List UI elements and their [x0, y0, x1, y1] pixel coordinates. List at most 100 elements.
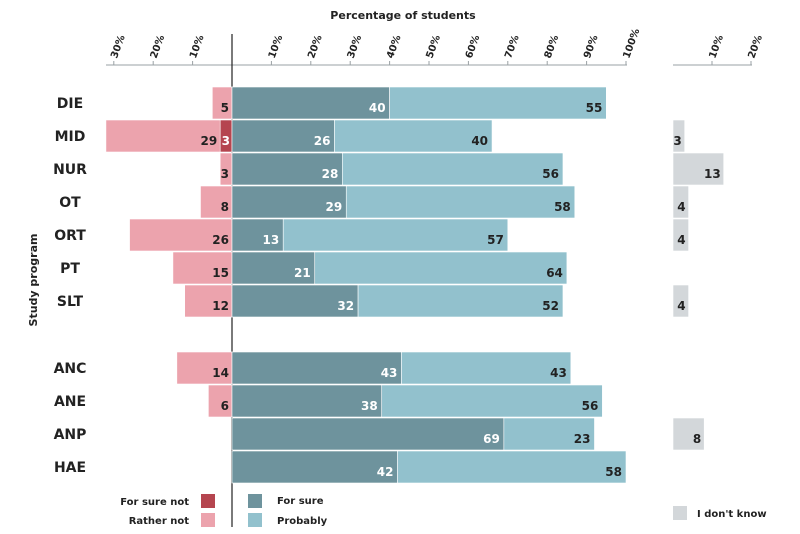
bar-probably: [345, 185, 576, 219]
data-label-rather-not: 3: [221, 167, 229, 181]
bar-rather-not: [172, 251, 233, 285]
category-label: ORT: [54, 228, 86, 244]
category-label: MID: [55, 129, 86, 145]
category-label: OT: [59, 195, 81, 211]
data-label-probably: 57: [487, 233, 504, 247]
bar-probably: [282, 218, 509, 252]
data-label-probably: 56: [542, 167, 559, 181]
legend-for-sure-not-label: For sure not: [120, 497, 189, 508]
chart-title: Percentage of students: [330, 9, 476, 22]
data-label-dont-know: 4: [677, 233, 685, 247]
x-tick-dontknow: 20%: [746, 34, 765, 60]
data-label-probably: 56: [582, 399, 599, 413]
data-label-rather-not: 6: [221, 399, 229, 413]
bar-for-sure: [231, 152, 343, 186]
data-label-probably: 40: [471, 134, 488, 148]
legend-rather-not-swatch: [201, 513, 215, 527]
bar-dont-know: [672, 152, 725, 186]
bar-for-sure: [231, 251, 316, 285]
legend-for-sure-swatch: [248, 494, 262, 508]
data-label-rather-not: 12: [212, 299, 229, 313]
bar-probably: [381, 384, 603, 418]
bar-rather-not: [200, 185, 233, 219]
bar-for-sure: [231, 284, 359, 318]
data-label-dont-know: 4: [677, 299, 685, 313]
bars: [105, 86, 725, 484]
x-tick-dontknow: 10%: [707, 34, 726, 60]
legend: For sure not Rather not For sure Probably I …: [120, 494, 767, 527]
category-label: PT: [60, 261, 80, 277]
legend-for-sure-label: For sure: [277, 496, 324, 507]
x-tick-positive: 10%: [267, 34, 286, 60]
bar-probably: [357, 284, 564, 318]
bar-rather-not: [105, 119, 221, 153]
data-label-for-sure: 28: [322, 167, 339, 181]
data-label-for-sure: 29: [326, 200, 343, 214]
legend-dont-know-label: I don't know: [697, 509, 767, 520]
data-label-rather-not: 15: [212, 266, 229, 280]
bar-dont-know: [672, 417, 705, 451]
x-tick-negative: 20%: [149, 34, 168, 60]
bar-for-sure: [231, 384, 383, 418]
data-label-for-sure: 38: [361, 399, 378, 413]
bar-probably: [334, 119, 493, 153]
bar-dont-know: [672, 218, 689, 252]
bar-probably: [389, 86, 607, 120]
data-label-probably: 64: [546, 266, 563, 280]
x-tick-negative: 10%: [188, 34, 207, 60]
labels: DIE MID NUR OT ORT PT SLT ANC ANE ANP HAE 5 40 55 3 29 2…: [53, 96, 721, 479]
y-axis-title: Study program: [27, 234, 40, 327]
data-label-for-sure: 42: [377, 465, 394, 479]
legend-dont-know-swatch: [673, 506, 687, 520]
data-label-probably: 55: [586, 101, 603, 115]
data-label-probably: 52: [542, 299, 559, 313]
data-label-dont-know: 8: [693, 432, 701, 446]
bar-for-sure: [231, 417, 505, 451]
data-label-rather-not: 26: [212, 233, 229, 247]
data-label-dont-know: 3: [673, 134, 681, 148]
bar-dont-know: [672, 284, 689, 318]
x-tick-negative: 30%: [109, 34, 128, 60]
bar-for-sure: [231, 351, 402, 385]
data-label-dont-know: 4: [677, 200, 685, 214]
data-label-for-sure: 26: [314, 134, 331, 148]
legend-probably-label: Probably: [277, 516, 328, 527]
data-label-for-sure: 43: [381, 366, 398, 380]
data-label-probably: 23: [574, 432, 591, 446]
bar-probably: [401, 351, 572, 385]
data-label-probably: 58: [554, 200, 571, 214]
data-label-probably: 43: [550, 366, 567, 380]
category-label: ANE: [54, 394, 86, 410]
bar-probably: [503, 417, 595, 451]
x-tick-positive: 90%: [582, 34, 601, 60]
category-label: SLT: [57, 294, 84, 310]
data-label-for-sure: 69: [483, 432, 500, 446]
x-tick-positive: 100%: [621, 27, 642, 60]
category-label: ANP: [54, 427, 87, 443]
bar-for-sure: [231, 185, 347, 219]
bar-probably: [314, 251, 568, 285]
x-tick-positive: 70%: [503, 34, 522, 60]
bar-rather-not: [184, 284, 233, 318]
data-label-rather-not: 5: [221, 101, 229, 115]
data-label-rather-not: 29: [200, 134, 217, 148]
category-label: ANC: [54, 361, 87, 377]
data-label-for-sure: 32: [337, 299, 354, 313]
bar-dont-know: [672, 185, 689, 219]
data-label-for-sure: 40: [369, 101, 386, 115]
legend-for-sure-not-swatch: [201, 494, 215, 508]
legend-rather-not-label: Rather not: [129, 516, 190, 527]
bar-dont-know: [672, 119, 685, 153]
bar-for-sure: [231, 86, 390, 120]
data-label-for-sure: 21: [294, 266, 311, 280]
x-tick-positive: 80%: [543, 34, 562, 60]
data-label-dont-know: 13: [704, 167, 721, 181]
data-label-for-sure: 13: [263, 233, 280, 247]
bar-for-sure: [231, 119, 335, 153]
category-label: DIE: [57, 96, 83, 112]
bar-rather-not: [176, 351, 233, 385]
x-tick-positive: 30%: [346, 34, 365, 60]
x-tick-positive: 60%: [464, 34, 483, 60]
bar-for-sure: [231, 450, 398, 484]
category-label: HAE: [54, 460, 86, 476]
